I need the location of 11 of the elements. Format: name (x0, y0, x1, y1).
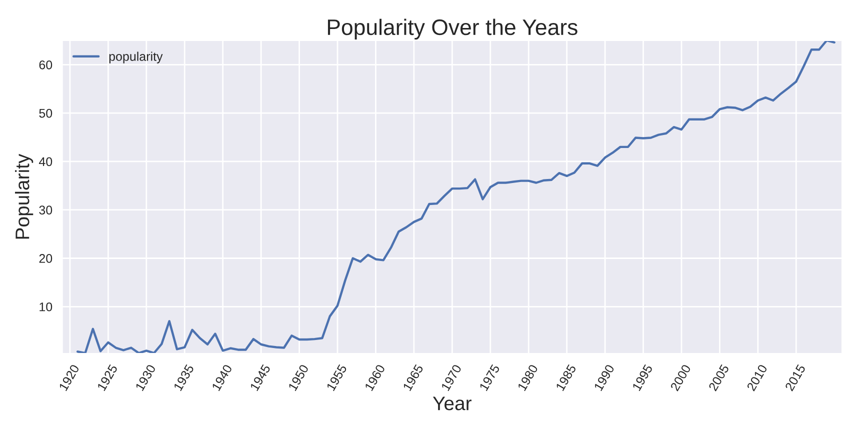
x-axis-title: Year (432, 396, 472, 410)
line-series (76, 40, 836, 354)
chart-title: Popularity Over the Years (328, 18, 578, 40)
y-tick-label: 40 (38, 157, 52, 166)
y-tick-label: 30 (39, 206, 52, 214)
y-tick-label: 50 (39, 108, 52, 118)
y-tick-label: 10 (40, 302, 52, 312)
y-axis-title: Popularity (15, 154, 34, 239)
y-tick-label: 20 (39, 254, 52, 263)
legend-label: popularity (109, 52, 163, 64)
y-tick-label: 60 (39, 60, 52, 70)
